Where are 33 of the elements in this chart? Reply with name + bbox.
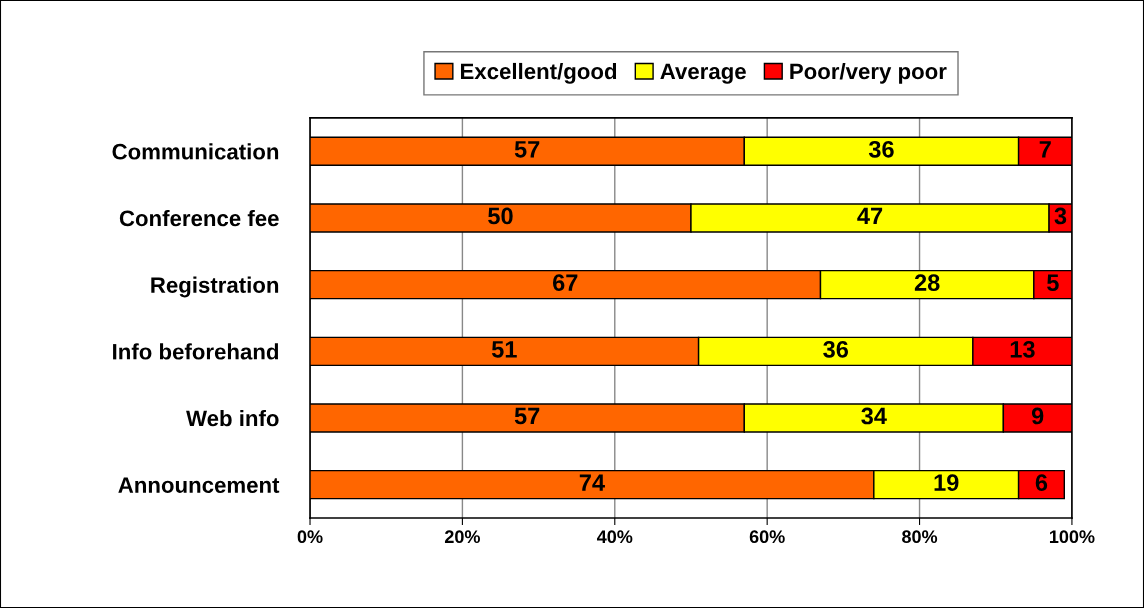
y-tick-label: Registration (151, 276, 279, 298)
data-label: 9 (1031, 407, 1044, 425)
data-label: 34 (861, 407, 887, 425)
y-tick-label: Conference fee (119, 209, 279, 227)
legend-label: Excellent/good (460, 62, 617, 84)
x-tick-label: 0% (297, 530, 323, 544)
data-label: 7 (1039, 141, 1051, 158)
y-tick-label: Announcement (118, 477, 280, 493)
x-tick-label: 80% (902, 530, 938, 544)
data-label: 13 (1010, 340, 1035, 358)
data-label: 28 (914, 274, 940, 291)
data-label: 74 (579, 474, 605, 491)
data-label: 67 (553, 274, 578, 291)
y-tick-label: Info beforehand (113, 343, 279, 360)
data-label: 6 (1035, 474, 1048, 492)
legend-label: Poor/very poor (790, 62, 947, 84)
legend-label: Average (660, 63, 746, 84)
data-label: 57 (514, 407, 540, 425)
y-tick-label: Communication (112, 143, 279, 160)
data-label: 5 (1047, 274, 1059, 291)
data-label: 47 (857, 207, 883, 225)
x-tick-label: 20% (444, 530, 480, 544)
data-label: 50 (488, 207, 513, 225)
data-label: 19 (934, 474, 959, 492)
data-label: 51 (491, 341, 517, 358)
data-label: 57 (514, 141, 540, 158)
data-label: 36 (868, 140, 894, 158)
x-tick-label: 100% (1049, 530, 1095, 544)
y-tick-label: Web info (186, 409, 279, 427)
x-tick-label: 60% (749, 530, 785, 544)
data-label: 3 (1054, 207, 1067, 225)
data-label: 36 (823, 340, 849, 358)
x-tick-label: 40% (596, 530, 633, 544)
